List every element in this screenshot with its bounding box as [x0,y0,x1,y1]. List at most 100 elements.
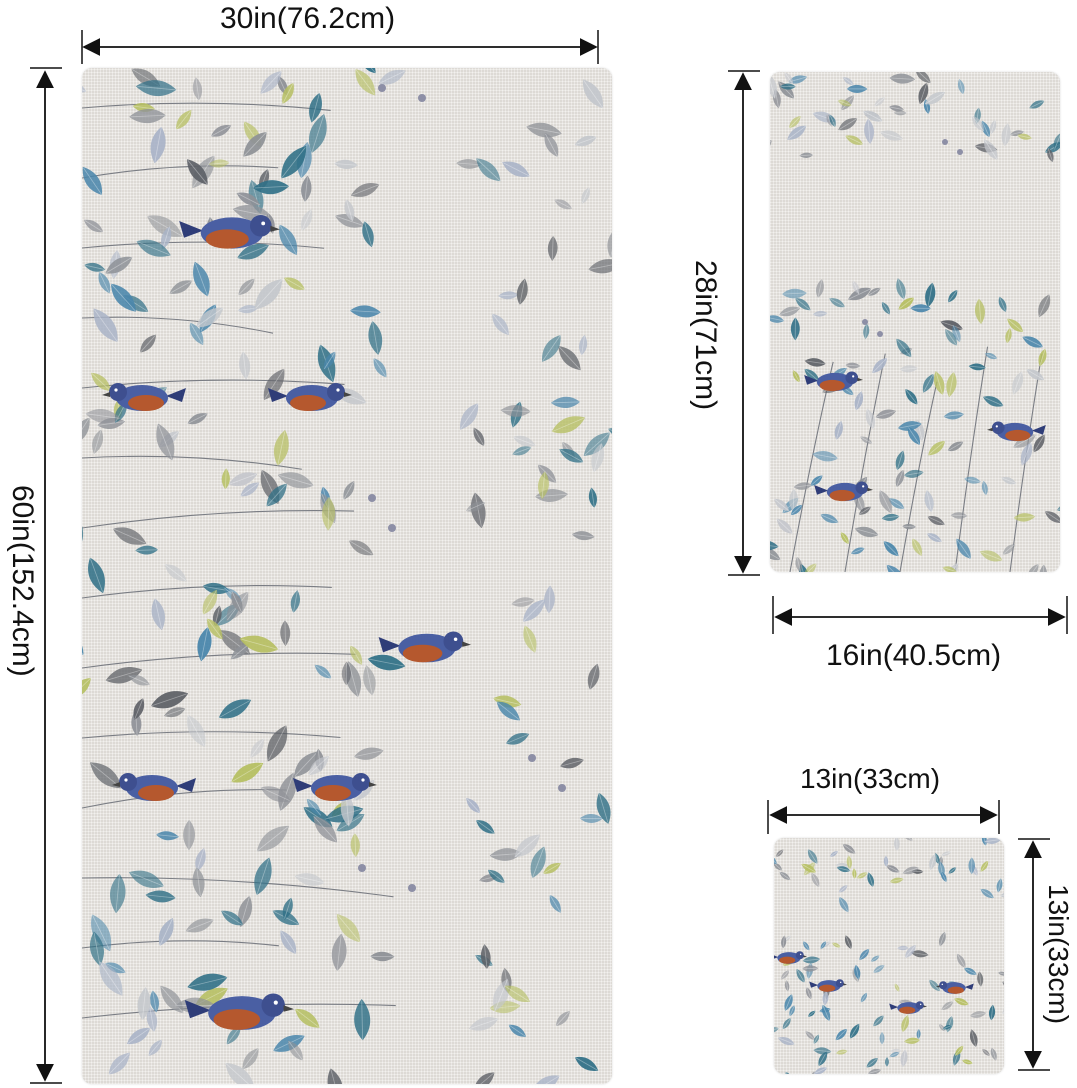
leaf-motif [902,866,919,875]
leaf-motif [150,990,159,1013]
leaf-motif [82,677,91,699]
leaf-motif [774,498,789,511]
leaf-motif [108,1052,130,1075]
leaf-motif [237,243,269,260]
leaf-motif [834,420,843,440]
leaf-motif [85,409,121,423]
leaf-motif [98,271,111,294]
leaf-motif [901,1015,909,1033]
leaf-motif [956,538,971,559]
leaf-motif [281,145,307,179]
leaf-motif [873,965,885,973]
leaf-motif [816,279,824,298]
leaf-motif [544,132,559,157]
leaf-motif [82,417,90,446]
leaf-motif [835,1028,847,1041]
leaf-motif [829,298,845,308]
leaf-motif [934,852,940,864]
branch-motif [82,510,355,529]
leaf-motif [928,440,945,456]
leaf-motif [883,855,889,867]
leaf-motif [91,914,112,952]
leaf-motif [968,363,986,371]
leaf-motif [902,523,916,530]
leaf-motif [899,365,918,373]
leaf-motif [774,1027,779,1034]
leaf-motif [212,605,222,627]
leaf-motif [231,591,243,613]
leaf-motif [294,751,318,777]
leaf-motif [136,239,171,257]
leaf-motif [850,547,865,555]
leaf-motif [948,867,957,874]
leaf-motif [596,792,611,824]
leaf-motif [112,527,147,545]
leaf-motif [888,105,904,112]
leaf-motif [133,698,145,720]
leaf-motif [502,161,530,177]
leaf-motif [803,563,817,572]
leaf-motif [962,1059,973,1065]
leaf-motif [263,368,285,400]
leaf-motif [208,159,230,168]
leaf-motif [945,329,957,346]
leaf-motif [946,371,957,398]
leaf-motif [856,872,868,879]
leaf-motif [516,278,528,305]
leaf-motif [236,192,260,206]
leaf-motif [784,72,794,85]
leaf-motif [904,1037,921,1044]
leaf-motif [1010,130,1024,137]
leaf-motif [187,714,206,747]
leaf-motif [187,159,208,185]
leaf-motif [238,278,255,296]
leaf-motif [980,889,994,899]
leaf-motif [473,427,485,446]
leaf-motif [835,1049,848,1055]
leaf-motif [588,259,612,274]
leaf-motif [838,118,858,131]
leaf-motif [997,971,1004,976]
leaf-motif [865,408,876,430]
leaf-motif [105,256,133,274]
leaf-motif [1047,148,1054,163]
leaf-motif [1022,336,1043,348]
leaf-motif [903,838,913,841]
leaf-motif [941,851,951,857]
bird-motif [936,981,974,994]
leaf-motif [774,854,777,865]
leaf-motif [511,597,535,607]
leaf-motif [266,725,288,762]
hand-towel [770,72,1060,572]
leaf-motif [334,159,358,169]
leaf-motif [789,116,801,129]
leaf-motif [581,187,590,204]
branch-motif [82,789,287,809]
leaf-motif [826,113,833,127]
leaf-motif [770,73,778,99]
leaf-motif [254,857,272,896]
leaf-motif [185,918,214,933]
leaf-motif [894,983,900,992]
leaf-motif [941,871,947,883]
leaf-motif [915,72,931,84]
leaf-motif [158,918,174,946]
leaf-motif [273,430,289,466]
leaf-motif [83,219,104,233]
leaf-motif [82,166,102,195]
leaf-motif [929,854,937,871]
leaf-motif [925,282,936,308]
leaf-motif [947,441,964,452]
leaf-motif [863,323,870,340]
branch-motif [82,455,302,470]
leaf-motif [933,371,945,395]
leaf-motif [237,304,259,314]
leaf-motif [327,1068,343,1084]
leaf-motif [465,501,486,512]
leaf-motif [368,321,383,355]
leaf-motif [802,956,821,964]
leaf-motif [523,625,537,653]
leaf-motif [805,1031,815,1040]
leaf-motif [893,110,907,116]
leaf-motif [308,113,327,153]
